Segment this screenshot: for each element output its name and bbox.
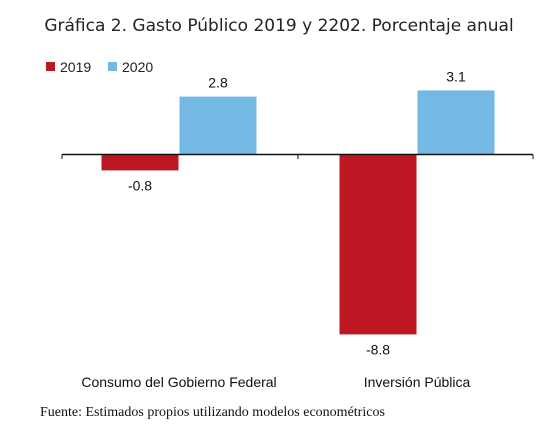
legend: 2019 2020 [46,59,153,75]
source-note: Fuente: Estimados propios utilizando mod… [40,405,385,420]
bar-2019-inversion [339,154,417,335]
data-label-2019-inversion: -8.8 [366,341,390,357]
bar-2020-consumo [179,96,257,154]
data-label-2020-consumo: 2.8 [208,75,228,91]
chart-title: Gráfica 2. Gasto Público 2019 y 2202. Po… [44,16,513,36]
bar-2019-consumo [101,154,179,171]
legend-label-2019: 2019 [60,59,91,75]
data-label-2019-consumo: -0.8 [128,177,152,193]
category-label-consumo: Consumo del Gobierno Federal [81,374,276,390]
legend-swatch-2020 [108,62,117,71]
legend-label-2020: 2020 [122,59,153,75]
category-label-inversion: Inversión Pública [364,374,471,390]
bar-2020-inversion [417,90,495,154]
plot-area: -0.8 -8.8 2.8 3.1 [101,68,495,357]
legend-swatch-2019 [46,62,55,71]
data-label-2020-inversion: 3.1 [446,68,466,84]
